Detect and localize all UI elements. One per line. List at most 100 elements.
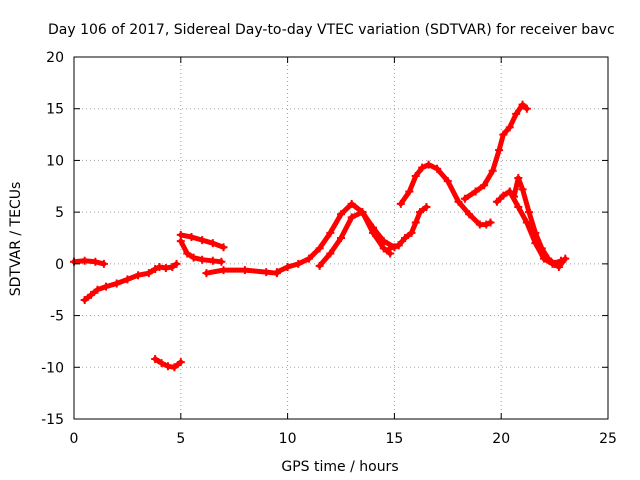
data-point (518, 185, 527, 194)
data-point (401, 234, 410, 242)
data-point (514, 174, 523, 183)
data-point (454, 197, 463, 206)
data-point (411, 171, 420, 180)
data-point (539, 254, 548, 263)
data-point (424, 160, 433, 169)
data-point (522, 218, 531, 227)
series-seg3 (151, 355, 185, 372)
data-point (151, 265, 160, 274)
series-seg7 (272, 199, 403, 277)
x-tick-label: 25 (599, 431, 617, 447)
series-seg1 (70, 256, 108, 268)
data-point (99, 259, 108, 268)
data-point (405, 187, 414, 196)
series-seg2 (80, 259, 181, 305)
data-point (557, 256, 566, 265)
data-point (102, 282, 111, 291)
data-point (217, 257, 226, 266)
data-point (161, 263, 170, 272)
data-point (512, 109, 521, 118)
series-seg6 (202, 266, 281, 278)
data-point (219, 266, 228, 275)
data-point (561, 254, 570, 263)
plot-frame (73, 56, 609, 420)
data-point (495, 146, 504, 155)
x-tick-label: 10 (279, 431, 297, 447)
data-point (168, 262, 177, 271)
series-seg13 (505, 187, 566, 268)
data-point (488, 166, 497, 175)
data-point (163, 362, 172, 371)
data-point (486, 218, 495, 227)
data-point (187, 232, 196, 241)
data-series (70, 100, 570, 372)
data-point (151, 355, 160, 364)
data-point (294, 259, 303, 268)
data-point (326, 228, 335, 237)
y-tick-label: 10 (46, 153, 64, 169)
data-point (514, 202, 523, 211)
data-point (198, 236, 207, 245)
data-point (80, 256, 89, 265)
data-point (394, 241, 403, 250)
data-point (176, 237, 185, 246)
data-point (87, 290, 96, 299)
data-point (465, 210, 474, 219)
y-tick-label: 20 (46, 50, 64, 66)
data-point (407, 228, 416, 237)
series-seg9 (386, 202, 431, 253)
data-point (499, 191, 508, 200)
data-point (170, 363, 179, 372)
data-point (505, 123, 514, 132)
y-axis-ticks: -15 -10 -5 0 5 10 15 20 (41, 50, 608, 428)
x-tick-label: 0 (70, 431, 79, 447)
series-line (462, 102, 530, 202)
data-point (505, 187, 514, 196)
series-seg11 (460, 100, 531, 203)
data-point (208, 256, 217, 265)
data-point (91, 257, 100, 266)
data-point (524, 208, 533, 217)
data-point (326, 249, 335, 258)
series-seg8 (315, 208, 395, 270)
data-point (134, 271, 143, 280)
data-point (548, 259, 557, 268)
series-seg10 (396, 160, 495, 229)
x-tick-label: 5 (176, 431, 185, 447)
data-point (482, 220, 491, 229)
data-point (172, 259, 181, 268)
data-point (337, 210, 345, 219)
data-point (157, 359, 166, 368)
data-point (460, 194, 469, 203)
data-point (315, 244, 324, 253)
data-point (183, 249, 192, 258)
data-point (531, 239, 540, 248)
data-point (411, 218, 420, 227)
series-line (82, 261, 179, 303)
data-point (522, 104, 531, 113)
data-point (337, 234, 345, 242)
data-point (554, 262, 563, 271)
data-point (176, 358, 185, 367)
series-line (71, 258, 107, 267)
data-point (219, 243, 228, 252)
x-axis-label: GPS time / hours (281, 459, 398, 475)
data-point (262, 268, 271, 277)
data-point (272, 268, 281, 277)
data-point (155, 262, 164, 271)
y-tick-label: -5 (50, 309, 64, 325)
data-point (208, 239, 217, 248)
data-point (283, 262, 292, 271)
data-point (112, 279, 121, 288)
data-point (198, 255, 207, 264)
data-point (422, 202, 431, 211)
data-point (189, 253, 198, 262)
data-point (396, 199, 405, 208)
x-tick-label: 15 (385, 431, 403, 447)
data-point (433, 164, 442, 173)
data-point (304, 254, 313, 263)
y-tick-label: 5 (55, 205, 64, 221)
data-point (492, 197, 501, 206)
data-point (123, 275, 132, 284)
